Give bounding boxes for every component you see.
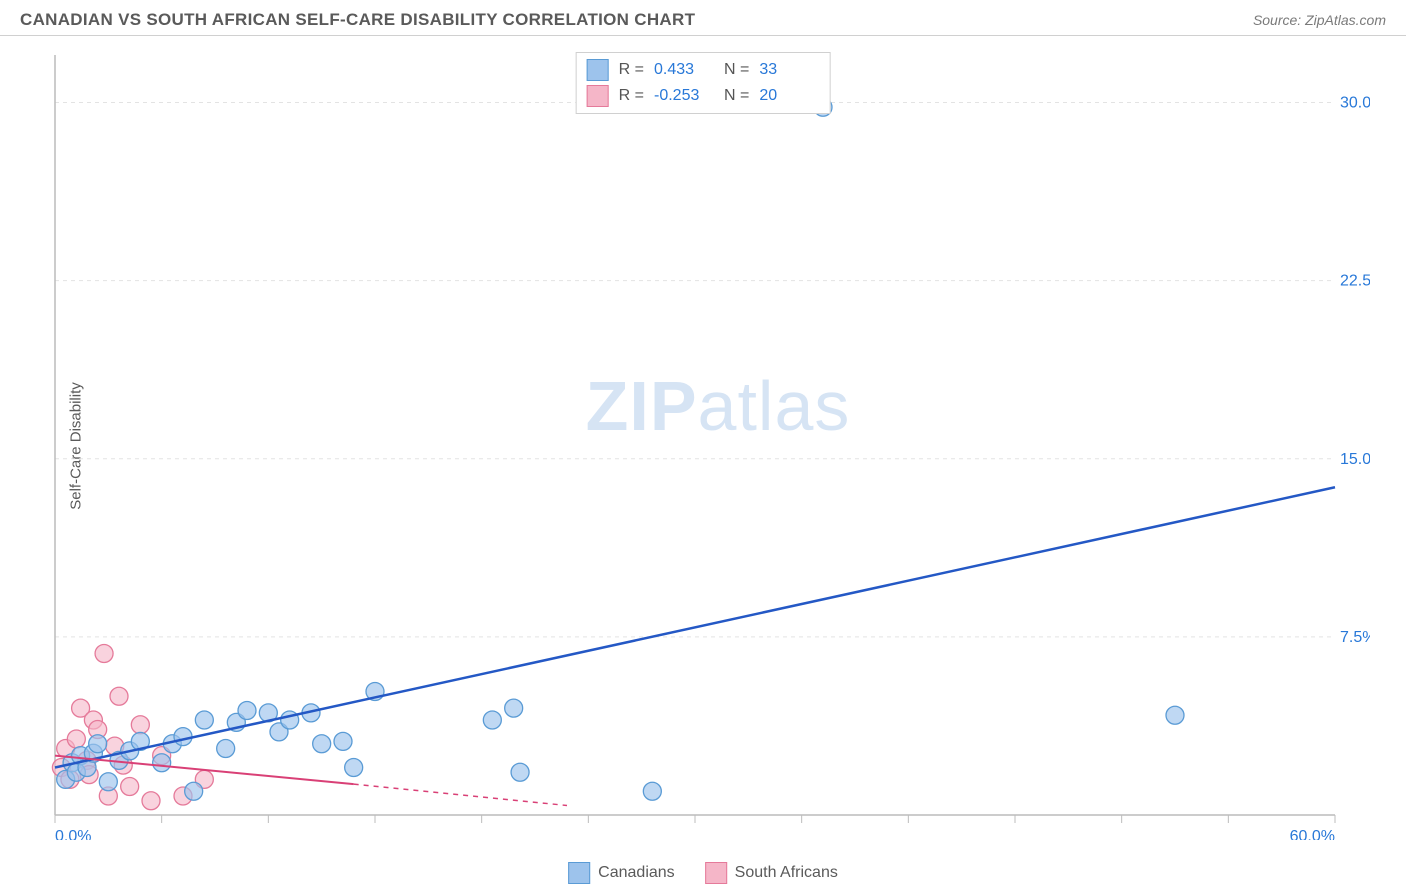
stats-row-southafricans: R = -0.253 N = 20 [587, 83, 820, 109]
chart-title: CANADIAN VS SOUTH AFRICAN SELF-CARE DISA… [20, 10, 695, 30]
legend-label-canadians: Canadians [598, 864, 675, 882]
swatch-canadians [587, 59, 609, 81]
legend-label-southafricans: South Africans [735, 864, 838, 882]
svg-text:30.0%: 30.0% [1340, 95, 1370, 112]
stats-legend-box: R = 0.433 N = 33 R = -0.253 N = 20 [576, 52, 831, 114]
svg-text:60.0%: 60.0% [1290, 828, 1335, 840]
svg-text:22.5%: 22.5% [1340, 273, 1370, 290]
chart-header: CANADIAN VS SOUTH AFRICAN SELF-CARE DISA… [0, 0, 1406, 36]
r-label: R = [619, 61, 644, 79]
r-value-canadians: 0.433 [654, 61, 714, 79]
bottom-legend: Canadians South Africans [568, 862, 838, 884]
n-label: N = [724, 87, 749, 105]
legend-item-southafricans: South Africans [705, 862, 838, 884]
chart-source: Source: ZipAtlas.com [1253, 12, 1386, 28]
chart-area: 7.5%15.0%22.5%30.0%0.0%60.0% ZIPatlas [50, 50, 1386, 842]
n-label: N = [724, 61, 749, 79]
r-label: R = [619, 87, 644, 105]
r-value-southafricans: -0.253 [654, 87, 714, 105]
svg-text:0.0%: 0.0% [55, 828, 91, 840]
n-value-southafricans: 20 [759, 87, 819, 105]
scatter-chart: 7.5% 15.0% 22.5% 30.0% 0.0% 60.0% [50, 50, 1370, 840]
swatch-southafricans [587, 85, 609, 107]
stats-row-canadians: R = 0.433 N = 33 [587, 57, 820, 83]
n-value-canadians: 33 [759, 61, 819, 79]
swatch-canadians-icon [568, 862, 590, 884]
svg-text:15.0%: 15.0% [1340, 451, 1370, 468]
svg-text:7.5%: 7.5% [1340, 629, 1370, 646]
legend-item-canadians: Canadians [568, 862, 675, 884]
swatch-southafricans-icon [705, 862, 727, 884]
